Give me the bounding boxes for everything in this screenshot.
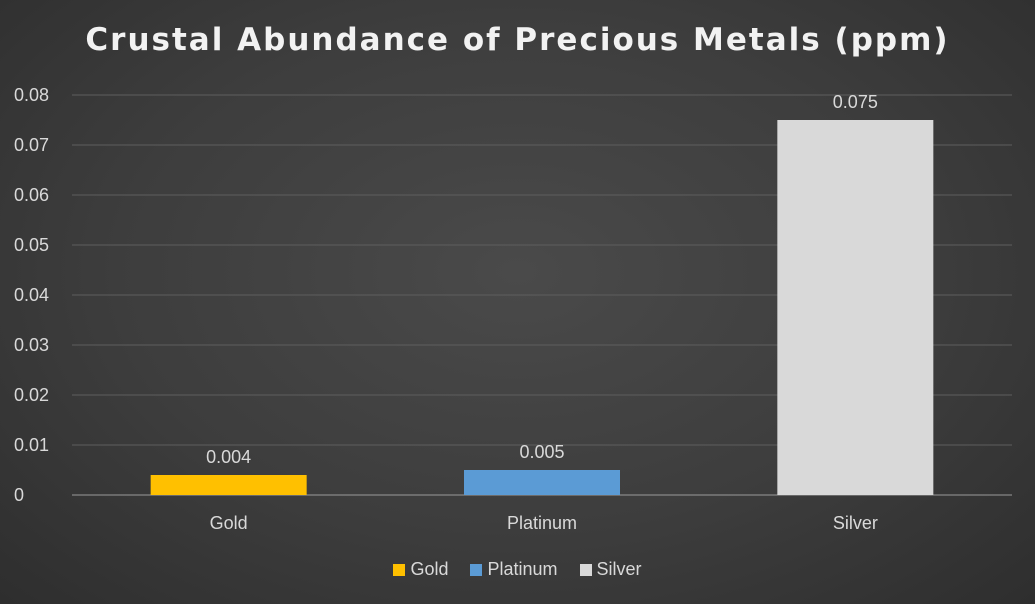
- bar-platinum: [464, 470, 620, 495]
- y-tick-label: 0.02: [14, 385, 49, 405]
- legend-item-gold: Gold: [393, 559, 448, 580]
- chart-title: Crustal Abundance of Precious Metals (pp…: [85, 22, 950, 58]
- y-tick-label: 0.01: [14, 435, 49, 455]
- bar-silver: [777, 120, 934, 495]
- legend-swatch-gold: [393, 563, 406, 576]
- legend-item-silver: Silver: [579, 559, 642, 580]
- y-tick-label: 0.06: [14, 185, 49, 205]
- y-axis: 0 0.01 0.02 0.03 0.04 0.05 0.06 0.07 0.08: [14, 85, 49, 505]
- bars: [150, 120, 934, 495]
- y-tick-label: 0.04: [14, 285, 49, 305]
- legend-label-gold: Gold: [410, 559, 449, 579]
- y-tick-label: 0.08: [14, 85, 49, 105]
- bar-gold: [150, 475, 307, 495]
- legend-swatch-silver: [579, 563, 592, 576]
- data-label: 0.004: [206, 447, 251, 467]
- y-tick-label: 0: [14, 485, 24, 505]
- y-tick-label: 0.05: [14, 235, 49, 255]
- legend: Gold Platinum Silver: [0, 559, 1035, 580]
- legend-item-platinum: Platinum: [470, 559, 558, 580]
- data-labels: 0.004 0.005 0.075: [206, 92, 878, 467]
- data-label: 0.075: [833, 92, 878, 112]
- legend-swatch-platinum: [470, 563, 483, 576]
- x-tick-label: Platinum: [507, 513, 577, 533]
- legend-label-silver: Silver: [596, 559, 642, 579]
- x-axis: Gold Platinum Silver: [210, 513, 878, 533]
- data-label: 0.005: [519, 442, 564, 462]
- y-tick-label: 0.07: [14, 135, 49, 155]
- x-tick-label: Gold: [210, 513, 248, 533]
- x-tick-label: Silver: [833, 513, 878, 533]
- y-tick-label: 0.03: [14, 335, 49, 355]
- legend-label-platinum: Platinum: [487, 559, 558, 579]
